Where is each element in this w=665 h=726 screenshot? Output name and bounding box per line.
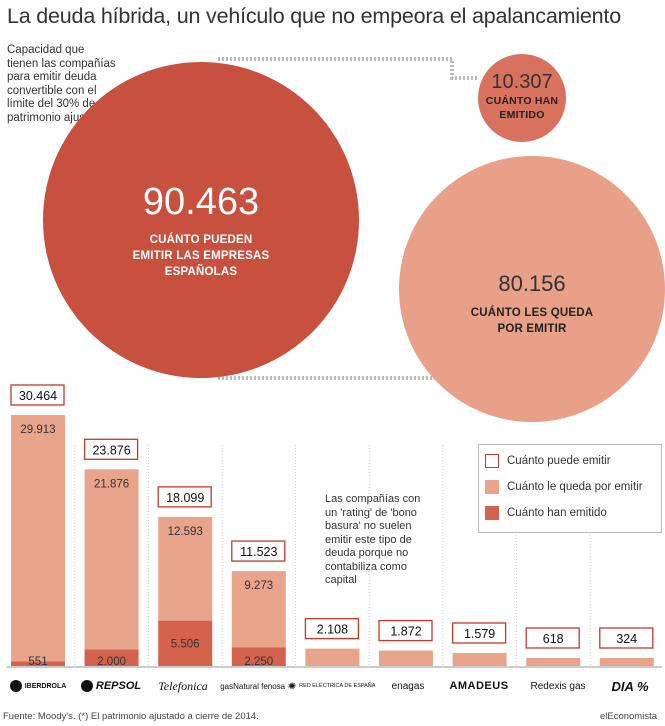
footer-source: Fuente: Moody's. (*) El patrimonio ajust…	[3, 711, 259, 722]
bar-issued-3	[231, 647, 286, 666]
legend-swatch-dark	[485, 506, 499, 520]
circle-remaining-label-2: POR EMITIR	[497, 323, 567, 335]
logo-iberdrola: IBERDROLA	[8, 676, 68, 696]
bar-remaining-6	[452, 652, 507, 666]
legend-row-can-issue: Cuánto puede emitir	[485, 453, 611, 469]
circle-emitted	[478, 54, 566, 142]
issued-label-3: 2.250	[244, 656, 273, 668]
bar-remaining-7	[526, 658, 581, 666]
total-box-2	[157, 486, 212, 508]
issued-label-2: 5.506	[171, 638, 200, 650]
logo-dia: DIA %	[598, 676, 662, 696]
legend-row-issued: Cuánto han emitido	[485, 505, 607, 521]
logo-repsol: REPSOL	[75, 676, 147, 696]
total-label-7: 618	[543, 632, 564, 646]
circle-emitted-value: 10.307	[491, 71, 553, 93]
red-electrica-icon: ✺	[288, 680, 297, 691]
bar-remaining-4	[305, 648, 360, 666]
logo-text-gas-natural: gasNatural fenosa	[220, 681, 286, 691]
circle-remaining-value: 80.156	[498, 271, 566, 296]
bar-remaining-2	[158, 516, 213, 621]
legend: Cuánto puede emitir Cuánto le queda por …	[478, 444, 662, 533]
total-label-8: 324	[616, 632, 637, 646]
circle-total-label-2: EMITIR LAS EMPRESAS	[132, 250, 270, 262]
chart-title: La deuda híbrida, un vehículo que no emp…	[7, 4, 621, 28]
circle-total-value: 90.463	[142, 181, 260, 223]
issued-label-0: 551	[28, 656, 47, 668]
total-box-8	[599, 627, 654, 649]
bar-remaining-3	[231, 571, 286, 648]
logo-text-dia: DIA %	[611, 678, 649, 694]
bar-issued-2	[158, 620, 213, 666]
logo-text-redexis: Redexis gas	[530, 680, 586, 692]
total-box-1	[83, 438, 139, 460]
circle-remaining-text: 80.156 CUÁNTO LES QUEDA POR EMITIR	[440, 271, 624, 337]
legend-row-remaining: Cuánto le queda por emitir	[485, 479, 643, 495]
iberdrola-icon	[9, 680, 22, 692]
total-box-0	[10, 384, 65, 406]
logo-text-red-electrica: RED ELÉCTRICA DE ESPAÑA	[299, 683, 376, 689]
remaining-label-1: 21.876	[94, 478, 129, 490]
bar-remaining-5	[379, 650, 433, 666]
remaining-label-2: 12.593	[168, 526, 203, 538]
legend-swatch-light	[485, 480, 499, 494]
total-box-7	[525, 627, 580, 649]
logo-telefonica: Telefonica	[150, 676, 216, 696]
total-label-4: 2.108	[317, 623, 348, 637]
legend-swatch-outline	[485, 454, 499, 468]
repsol-icon	[80, 680, 93, 692]
total-box-4	[304, 617, 360, 640]
total-label-0: 30.464	[19, 389, 57, 403]
bar-remaining-1	[84, 469, 139, 650]
bar-issued-0	[11, 661, 65, 666]
bar-issued-1	[84, 649, 139, 666]
total-label-3: 11.523	[240, 545, 277, 559]
legend-label-can-issue: Cuánto puede emitir	[507, 455, 611, 467]
circle-total-label-1: CUÁNTO PUEDEN	[149, 234, 253, 246]
connector-top	[218, 57, 478, 80]
logo-text-telefonica: Telefonica	[158, 678, 208, 693]
logo-text-repsol: REPSOL	[95, 680, 142, 692]
logo-enagas: enagas	[378, 676, 438, 696]
total-label-5: 1.872	[390, 625, 421, 639]
bar-remaining-8	[599, 658, 654, 666]
logo-text-iberdrola: IBERDROLA	[24, 682, 67, 690]
gas-natural-icon: ✳	[287, 681, 294, 691]
total-box-3	[231, 540, 286, 562]
legend-label-remaining: Cuánto le queda por emitir	[507, 481, 643, 493]
legend-label-issued: Cuánto han emitido	[507, 507, 607, 519]
bar-remaining-0	[11, 415, 65, 662]
bars-group: 30.464 29.913 551 23.876 21.876 2.000 18.099 12…	[6, 384, 662, 668]
circle-remaining-label-1: CUÁNTO LES QUEDA	[470, 307, 594, 319]
logo-red-electrica: ✺ RED ELÉCTRICA DE ESPAÑA	[288, 676, 376, 696]
total-box-6	[451, 622, 507, 644]
circle-emitted-label-2: EMITIDO	[499, 109, 545, 121]
total-box-5	[378, 619, 433, 642]
circle-emitted-text: 10.307 CUÁNTO HAN EMITIDO	[478, 70, 566, 122]
total-label-2: 18.099	[166, 491, 204, 505]
logo-redexis: Redexis gas	[522, 676, 594, 696]
circle-total-text: 90.463 CUÁNTO PUEDEN EMITIR LAS EMPRESAS…	[100, 182, 302, 280]
circle-total-label-3: ESPAÑOLAS	[164, 266, 238, 278]
logo-text-enagas: enagas	[391, 680, 425, 692]
remaining-label-0: 29.913	[20, 424, 55, 436]
logo-amadeus: AMADEUS	[444, 676, 514, 696]
logo-text-amadeus: AMADEUS	[449, 680, 509, 692]
circle-total	[43, 62, 359, 378]
footer-brand: elEconomista	[599, 711, 657, 722]
circle-emitted-label-1: CUÁNTO HAN	[485, 95, 559, 107]
junk-rating-note: Las compañías con un 'rating' de 'bono b…	[325, 493, 421, 586]
logo-gas-natural: gasNatural fenosa ✳	[220, 676, 294, 696]
remaining-label-3: 9.273	[244, 580, 273, 592]
issued-label-1: 2.000	[97, 656, 126, 668]
total-label-1: 23.876	[92, 443, 130, 457]
total-label-6: 1.579	[464, 627, 495, 641]
circle-remaining	[399, 156, 665, 422]
